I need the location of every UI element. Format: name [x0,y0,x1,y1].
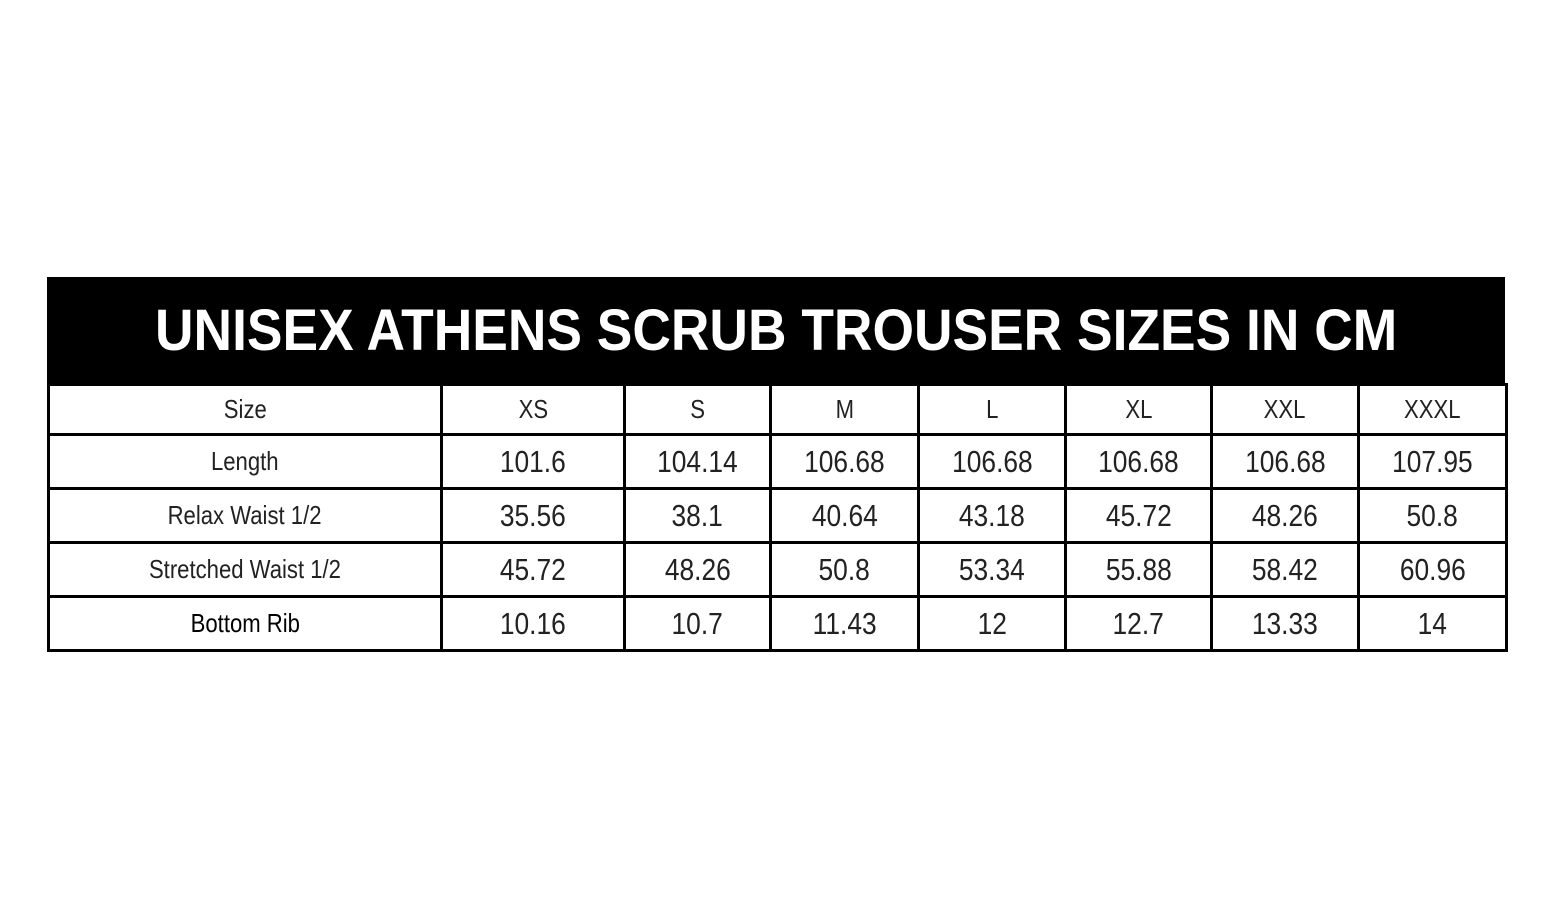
value: 45.72 [500,551,566,587]
value: 106.68 [1244,443,1326,479]
table-row: Length 101.6 104.14 106.68 106.68 106.68 106.6… [47,433,1508,490]
value-cell: 10.7 [623,595,772,652]
value-cell: 45.72 [1064,487,1213,544]
value-cell: 50.8 [1357,487,1508,544]
value: 107.95 [1392,443,1473,479]
size-header-cell: XL [1064,383,1213,436]
title-bar: UNISEX ATHENS SCRUB TROUSER SIZES IN CM [47,277,1505,383]
value-cell: 14 [1357,595,1508,652]
value: 53.34 [959,551,1025,587]
value: 13.33 [1252,605,1318,641]
value-cell: 60.96 [1357,541,1508,598]
value: 10.7 [671,605,724,641]
header-label: Size [223,394,267,424]
size-header-cell: XXL [1210,383,1360,436]
size-label: XXXL [1404,394,1461,424]
value-cell: 58.42 [1210,541,1360,598]
value-cell: 10.16 [440,595,626,652]
value-cell: 40.64 [769,487,920,544]
value: 48.26 [664,551,731,587]
header-row: Size XS S M L XL XXL XXXL [47,383,1508,436]
value-cell: 106.68 [769,433,920,490]
value: 43.18 [959,497,1025,533]
value-cell: 106.68 [917,433,1067,490]
value: 50.8 [818,551,871,587]
size-label: XXL [1264,394,1306,424]
value-cell: 11.43 [769,595,920,652]
table-row: Stretched Waist 1/2 45.72 48.26 50.8 53.34 55… [47,541,1508,598]
row-label: Bottom Rib [190,608,300,638]
size-header-cell: XXXL [1357,383,1508,436]
value: 45.72 [1105,497,1172,533]
size-label: XL [1124,394,1153,424]
size-label: L [985,394,999,424]
size-table: Size XS S M L XL XXL XXXL Length 101.6 104.14 106.6… [47,383,1508,652]
value-cell: 48.26 [1210,487,1360,544]
size-header-cell: XS [440,383,626,436]
value-cell: 106.68 [1210,433,1360,490]
row-label: Stretched Waist 1/2 [148,554,342,584]
row-label: Length [211,446,279,476]
row-label-cell: Stretched Waist 1/2 [47,541,443,598]
row-label-cell: Bottom Rib [47,595,443,652]
size-header-cell: M [769,383,920,436]
size-label: M [835,394,854,424]
value: 60.96 [1399,551,1466,587]
value-cell: 106.68 [1064,433,1213,490]
value-cell: 35.56 [440,487,626,544]
value: 38.1 [671,497,724,533]
value: 106.68 [951,443,1033,479]
value-cell: 13.33 [1210,595,1360,652]
value: 50.8 [1406,497,1459,533]
value-cell: 48.26 [623,541,772,598]
value-cell: 55.88 [1064,541,1213,598]
value-cell: 43.18 [917,487,1067,544]
value: 14 [1417,605,1448,641]
value-cell: 38.1 [623,487,772,544]
row-label: Relax Waist 1/2 [168,500,322,530]
value: 40.64 [811,497,878,533]
size-label: XS [518,394,548,424]
size-label: S [690,394,705,424]
value-cell: 104.14 [623,433,772,490]
value: 12 [977,605,1007,641]
value-cell: 107.95 [1357,433,1508,490]
value: 104.14 [657,443,738,479]
value-cell: 101.6 [440,433,626,490]
table-row: Bottom Rib 10.16 10.7 11.43 12 12.7 13.33 14 [47,595,1508,652]
value: 11.43 [812,605,877,641]
value-cell: 53.34 [917,541,1067,598]
value: 35.56 [500,497,566,533]
value: 106.68 [1098,443,1179,479]
size-header-cell: L [917,383,1067,436]
value: 55.88 [1105,551,1172,587]
value-cell: 12 [917,595,1067,652]
size-chart: UNISEX ATHENS SCRUB TROUSER SIZES IN CM … [47,277,1508,652]
value: 12.7 [1112,605,1165,641]
value-cell: 50.8 [769,541,920,598]
value: 106.68 [804,443,885,479]
value: 48.26 [1252,497,1318,533]
value: 101.6 [500,443,566,479]
value-cell: 45.72 [440,541,626,598]
table-row: Relax Waist 1/2 35.56 38.1 40.64 43.18 45.72 4… [47,487,1508,544]
chart-title: UNISEX ATHENS SCRUB TROUSER SIZES IN CM [154,297,1398,363]
row-label-cell: Relax Waist 1/2 [47,487,443,544]
value: 10.16 [500,605,566,641]
row-label-cell: Length [47,433,443,490]
value: 58.42 [1252,551,1318,587]
header-label-cell: Size [47,383,443,436]
value-cell: 12.7 [1064,595,1213,652]
size-header-cell: S [623,383,772,436]
